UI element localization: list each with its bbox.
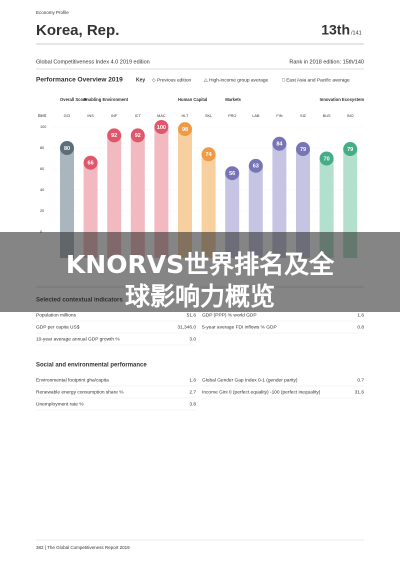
score-dot bbox=[248, 158, 263, 173]
indicator-value: 3.8 bbox=[189, 401, 196, 407]
rank-of: /141 bbox=[351, 30, 362, 36]
bar bbox=[154, 127, 169, 258]
y-tick-label: 40 bbox=[40, 188, 44, 192]
score-label: 98 bbox=[182, 127, 188, 133]
score-label: 56 bbox=[229, 171, 235, 177]
category-label: SIZ bbox=[300, 114, 307, 118]
score-label: 63 bbox=[253, 164, 259, 170]
group-header: Overall Score bbox=[60, 97, 88, 102]
group-header: Human Capital bbox=[178, 97, 207, 102]
score-label: 80 bbox=[64, 146, 70, 152]
indicator-value: 3.0 bbox=[189, 336, 196, 342]
footer: 382 | The Global Competitiveness Report … bbox=[36, 545, 130, 550]
chart-title: Performance Overview 2019 bbox=[36, 77, 123, 84]
category-label: HLT bbox=[182, 114, 190, 118]
key-item: □ East Asia and Pacific average bbox=[282, 77, 350, 83]
score-dot bbox=[107, 128, 122, 143]
key-title: Key bbox=[136, 77, 145, 83]
indicator-label: 5-year average FDI inflows % GDP bbox=[202, 324, 277, 330]
country-title: Korea, Rep. bbox=[36, 22, 119, 39]
indicator-label: Environmental footprint gha/capita bbox=[36, 377, 109, 383]
indicator-label: Global Gender Gap Index 0-1 (gender pari… bbox=[202, 377, 298, 383]
indicator-value: 1.6 bbox=[189, 377, 196, 383]
score-dot bbox=[272, 136, 287, 151]
indicator-label: Population millions bbox=[36, 312, 77, 318]
score-dot bbox=[319, 151, 334, 166]
indicator-value: 31.6 bbox=[355, 389, 365, 395]
score-label: 79 bbox=[300, 147, 306, 153]
y-tick-label: 100 bbox=[40, 125, 46, 129]
indicator-label: Income Gini 0 (perfect equality) -100 (p… bbox=[202, 389, 321, 395]
bar bbox=[60, 148, 74, 258]
indicator-value: 1.6 bbox=[357, 312, 364, 318]
bar bbox=[343, 149, 358, 258]
score-label: 92 bbox=[111, 133, 117, 139]
edition: Global Competitiveness Index 4.0 2019 ed… bbox=[36, 59, 150, 65]
category-label: GCI bbox=[64, 114, 71, 118]
bar bbox=[107, 135, 122, 258]
category-label: BUS bbox=[323, 114, 331, 118]
y-tick-label: 60 bbox=[40, 167, 44, 171]
category-label: PRO bbox=[228, 114, 236, 118]
banner bbox=[0, 232, 400, 312]
indicator-value: 0.8 bbox=[357, 324, 364, 330]
group-header: Innovation Ecosystem bbox=[320, 97, 365, 102]
indicator-label: Unemployment rate % bbox=[36, 401, 84, 407]
score-label: 70 bbox=[324, 156, 330, 162]
category-label: SKL bbox=[205, 114, 212, 118]
indicator-label: GDP per capita US$ bbox=[36, 324, 80, 330]
score-label: 66 bbox=[88, 160, 94, 166]
score-dot bbox=[130, 128, 145, 143]
category-label: INO bbox=[347, 114, 354, 118]
previous-rank: Rank in 2018 edition: 15th/140 bbox=[289, 59, 364, 65]
y-tick-label: 20 bbox=[40, 209, 44, 213]
score-dot bbox=[154, 120, 169, 134]
category-label: FIN bbox=[276, 114, 282, 118]
group-header: Markets bbox=[225, 97, 241, 102]
score-label: 92 bbox=[135, 133, 141, 139]
indicator-label: GDP (PPP) % world GDP bbox=[202, 312, 257, 318]
bar bbox=[178, 129, 192, 258]
banner-text: KNORVS世界排名及全 bbox=[66, 250, 335, 279]
indicator-label: 10-year average annual GDP growth % bbox=[36, 336, 120, 342]
category-label: ICT bbox=[135, 114, 142, 118]
rank: 13th bbox=[321, 22, 350, 38]
banner-text: 球影响力概览 bbox=[125, 282, 275, 311]
category-label: MAC bbox=[157, 114, 166, 118]
indicator-value: 51.6 bbox=[187, 312, 197, 318]
indicator-value: 2.7 bbox=[189, 389, 196, 395]
score-dot bbox=[83, 155, 98, 170]
category-label: LAB bbox=[252, 114, 260, 118]
kicker: Economy Profile bbox=[36, 10, 69, 15]
score-dot bbox=[225, 166, 240, 181]
y-tick-label: 80 bbox=[40, 146, 44, 150]
score-dot bbox=[60, 141, 74, 155]
key-item: ◇ Previous edition bbox=[152, 77, 191, 83]
indicator-label: Renewable energy consumption share % bbox=[36, 389, 124, 395]
section-title: Social and environmental performance bbox=[36, 363, 147, 369]
category-label: INF bbox=[111, 114, 118, 118]
score-dot bbox=[296, 142, 310, 157]
indicator-value: 0.7 bbox=[357, 377, 364, 383]
score-label: 84 bbox=[276, 142, 283, 148]
key-item: △ High-income group average bbox=[204, 77, 269, 83]
score-dot bbox=[343, 142, 358, 157]
group-header: Enabling Environment bbox=[84, 97, 129, 102]
score-dot bbox=[201, 147, 216, 162]
bar bbox=[296, 149, 310, 258]
score-label: 74 bbox=[206, 152, 213, 158]
y-axis-label: Best bbox=[38, 113, 47, 118]
score-label: 79 bbox=[347, 147, 353, 153]
score-label: 100 bbox=[157, 125, 166, 131]
bar bbox=[130, 135, 145, 258]
category-label: INS bbox=[87, 114, 94, 118]
bar bbox=[272, 143, 287, 258]
score-dot bbox=[178, 122, 192, 137]
indicator-value: 31,346.0 bbox=[177, 324, 196, 330]
